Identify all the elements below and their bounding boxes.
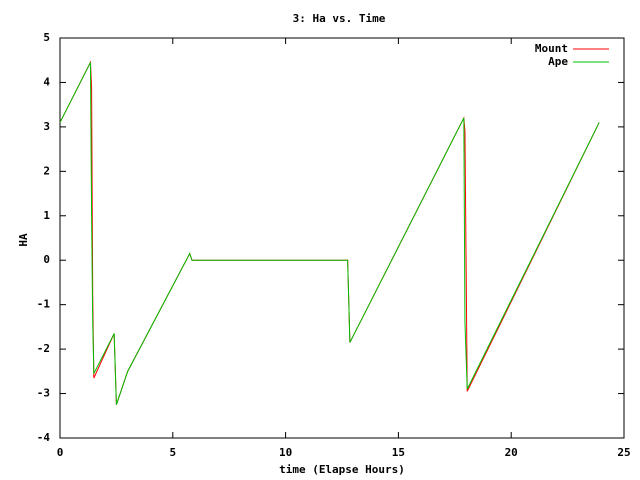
x-tick-label: 15 (392, 446, 405, 459)
legend-label: Mount (535, 42, 568, 55)
y-tick-label: -3 (37, 387, 50, 400)
x-tick-label: 10 (279, 446, 292, 459)
y-tick-label: -2 (37, 342, 50, 355)
x-tick-label: 5 (169, 446, 176, 459)
y-axis-label: HA (17, 233, 30, 247)
y-tick-label: -1 (37, 298, 51, 311)
x-tick-label: 20 (505, 446, 518, 459)
y-tick-label: 0 (43, 253, 50, 266)
x-tick-label: 25 (617, 446, 630, 459)
plot-frame (59, 37, 625, 439)
x-axis-label: time (Elapse Hours) (279, 463, 405, 476)
y-tick-label: -4 (37, 431, 51, 444)
x-tick-label: 0 (57, 446, 64, 459)
y-tick-label: 2 (43, 164, 50, 177)
y-tick-label: 3 (43, 120, 50, 133)
y-tick-label: 1 (43, 209, 50, 222)
legend-label: Ape (548, 55, 568, 68)
series-line (59, 62, 600, 405)
chart-title: 3: Ha vs. Time (293, 12, 386, 25)
y-tick-label: 5 (43, 31, 50, 44)
y-tick-label: 4 (43, 75, 50, 88)
